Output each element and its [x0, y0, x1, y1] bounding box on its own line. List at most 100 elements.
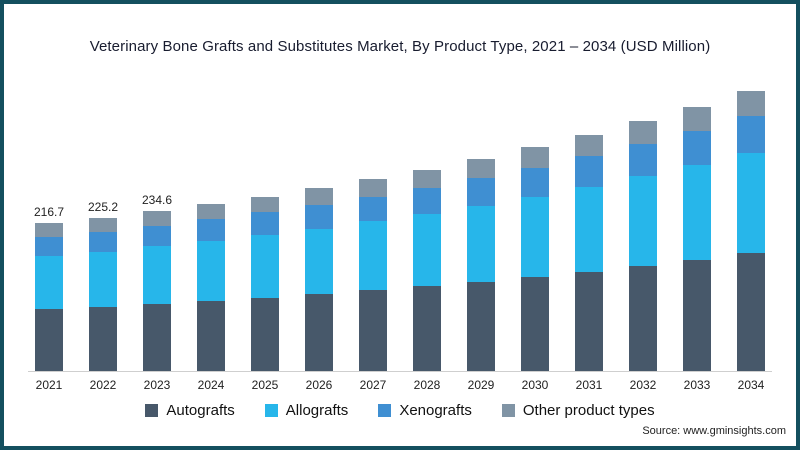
bar-column: 216.7 — [28, 205, 70, 371]
bar-stack — [683, 106, 711, 371]
legend-label: Autografts — [166, 402, 235, 419]
bar-stack — [467, 158, 495, 371]
bar-segment-other-product-types — [143, 211, 171, 226]
bar-column: 225.2 — [82, 200, 124, 371]
legend-swatch-other-product-types — [501, 404, 515, 417]
x-axis-tick-label: 2030 — [521, 378, 549, 392]
bar-stack — [251, 196, 279, 371]
legend-label: Other product types — [522, 402, 655, 419]
bar-stack — [305, 188, 333, 371]
bar-segment-allografts — [521, 196, 549, 278]
bar-column: 234.6 — [136, 193, 178, 371]
source-credit: Source: www.gminsights.com — [642, 425, 786, 437]
legend-item-other-product-types: Other product types — [501, 402, 655, 419]
legend-label: Allografts — [285, 402, 349, 419]
x-axis-tick-label: 2021 — [35, 378, 63, 392]
bar-segment-allografts — [197, 240, 225, 301]
bar-stack — [359, 179, 387, 371]
bar-column — [244, 179, 286, 371]
bar-segment-allografts — [305, 228, 333, 295]
bar-segment-xenografts — [629, 143, 657, 177]
bar-segment-xenografts — [413, 187, 441, 214]
bar-segment-autografts — [521, 277, 549, 371]
bar-segment-autografts — [143, 303, 171, 371]
bar-chart-plot-area: 216.7 225.2 234.6 — [28, 91, 772, 372]
bar-stack — [521, 147, 549, 371]
x-axis-tick-label: 2022 — [89, 378, 117, 392]
legend-swatch-xenografts — [378, 404, 392, 417]
bar-segment-other-product-types — [737, 91, 765, 117]
bar-column — [514, 129, 556, 371]
bar-column — [622, 103, 664, 371]
bar-segment-allografts — [629, 176, 657, 267]
bar-segment-other-product-types — [197, 204, 225, 220]
bar-segment-autografts — [467, 281, 495, 371]
bar-segment-xenografts — [737, 116, 765, 153]
bar-value-label: 216.7 — [33, 205, 65, 220]
bar-segment-autografts — [683, 260, 711, 371]
legend-swatch-autografts — [145, 404, 159, 417]
x-axis-tick-label: 2031 — [575, 378, 603, 392]
bar-segment-other-product-types — [35, 223, 63, 237]
bar-segment-allografts — [251, 235, 279, 298]
bar-segment-autografts — [575, 271, 603, 371]
bar-column — [568, 117, 610, 371]
bar-value-label: 234.6 — [141, 193, 173, 208]
bar-stack — [629, 121, 657, 371]
legend-item-xenografts: Xenografts — [378, 402, 472, 419]
bar-stack — [143, 211, 171, 371]
bar-segment-xenografts — [305, 204, 333, 229]
x-axis-tick-label: 2024 — [197, 378, 225, 392]
bar-segment-other-product-types — [575, 135, 603, 157]
bar-column — [406, 152, 448, 371]
bar-segment-allografts — [89, 251, 117, 307]
bar-segment-other-product-types — [683, 106, 711, 131]
legend-item-autografts: Autografts — [145, 402, 235, 419]
x-axis-tick-label: 2026 — [305, 378, 333, 392]
bar-segment-autografts — [305, 294, 333, 371]
bar-segment-xenografts — [359, 196, 387, 222]
bar-stack — [35, 223, 63, 371]
bar-segment-allografts — [575, 186, 603, 272]
bar-segment-xenografts — [467, 178, 495, 206]
bar-stack — [575, 135, 603, 371]
bar-column — [460, 141, 502, 371]
bar-segment-other-product-types — [629, 121, 657, 144]
bar-value-label: 225.2 — [87, 199, 119, 214]
bar-segment-allografts — [413, 213, 441, 287]
bar-segment-allografts — [467, 205, 495, 282]
legend-item-allografts: Allografts — [264, 402, 349, 419]
bar-segment-xenografts — [251, 212, 279, 236]
bar-segment-autografts — [251, 297, 279, 371]
bar-segment-xenografts — [521, 167, 549, 197]
bar-segment-autografts — [89, 306, 117, 371]
bar-segment-other-product-types — [89, 217, 117, 232]
bar-stack — [89, 217, 117, 371]
bar-segment-autografts — [197, 300, 225, 371]
bar-column — [190, 186, 232, 371]
bar-column — [676, 89, 718, 371]
x-axis-tick-label: 2027 — [359, 378, 387, 392]
bar-segment-other-product-types — [359, 179, 387, 197]
bar-segment-allografts — [737, 152, 765, 254]
bar-segment-other-product-types — [413, 169, 441, 188]
x-axis-tick-label: 2025 — [251, 378, 279, 392]
x-axis-tick-label: 2023 — [143, 378, 171, 392]
bar-stack — [197, 204, 225, 371]
bar-segment-xenografts — [197, 219, 225, 241]
bar-stack — [413, 169, 441, 371]
bar-column — [730, 73, 772, 371]
bar-segment-autografts — [359, 290, 387, 371]
bar-segment-autografts — [35, 309, 63, 371]
x-axis-tick-label: 2032 — [629, 378, 657, 392]
x-axis-tick-label: 2034 — [737, 378, 765, 392]
bar-segment-other-product-types — [251, 196, 279, 213]
x-axis: 2021 2022 2023 2024 2025 2026 2027 2028 2029 2030… — [28, 378, 772, 392]
bar-segment-allografts — [683, 164, 711, 260]
bar-segment-allografts — [35, 255, 63, 309]
chart-title: Veterinary Bone Grafts and Substitutes M… — [89, 38, 711, 55]
bar-segment-other-product-types — [467, 158, 495, 179]
bar-segment-allografts — [143, 246, 171, 304]
bar-column — [298, 170, 340, 371]
bar-segment-autografts — [629, 266, 657, 371]
